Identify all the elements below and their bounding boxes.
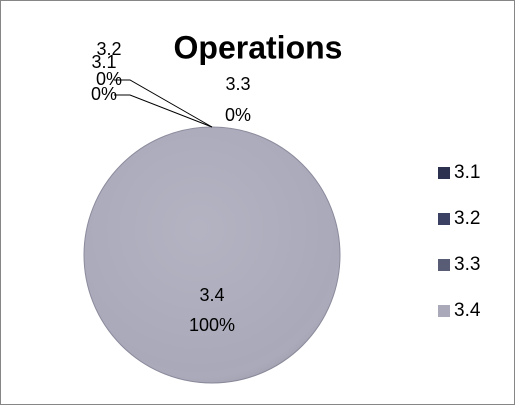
leader-line: [114, 79, 213, 128]
legend-swatch: [438, 213, 450, 225]
legend-swatch: [438, 167, 450, 179]
legend-label: 3.2: [454, 208, 480, 229]
data-label-category: 3.4: [199, 285, 224, 305]
data-label-value: 100%: [189, 315, 235, 335]
pie-shade: [84, 127, 340, 383]
legend-label: 3.3: [454, 254, 480, 275]
chart-title: Operations: [174, 29, 343, 65]
legend-swatch: [438, 305, 450, 317]
data-label-category: 3.1: [91, 52, 116, 72]
legend-label: 3.1: [454, 162, 480, 183]
leader-line: [114, 94, 213, 128]
data-label-value: 0%: [91, 84, 117, 104]
data-label-value: 0%: [96, 69, 122, 89]
data-label-value: 0%: [225, 105, 251, 125]
legend-label: 3.4: [454, 300, 481, 321]
legend-swatch: [438, 259, 450, 271]
data-label-category: 3.3: [225, 74, 250, 94]
data-label-category: 3.2: [96, 39, 121, 59]
